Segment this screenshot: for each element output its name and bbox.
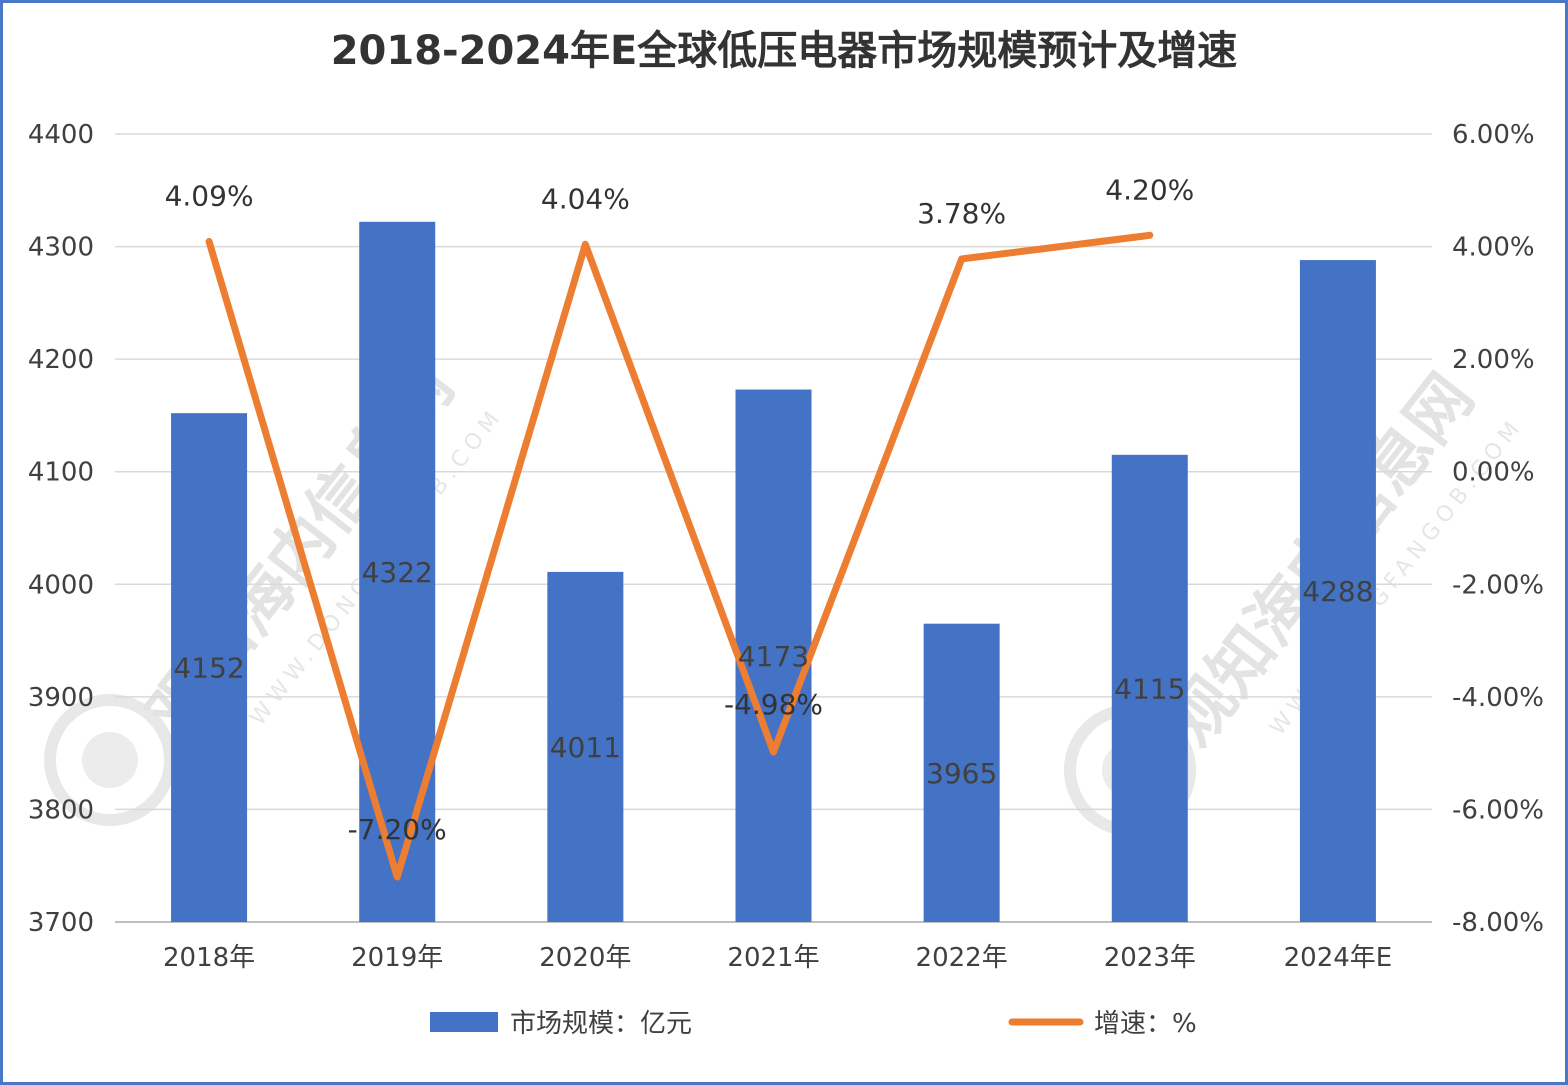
- bar-data-label: 4288: [1302, 575, 1373, 608]
- y-right-tick-label: 0.00%: [1452, 458, 1535, 488]
- x-tick-label: 2021年: [727, 943, 819, 973]
- bar-series: [171, 221, 1376, 923]
- bar: [1299, 260, 1376, 923]
- y-right-tick-label: -2.00%: [1452, 570, 1544, 600]
- y-right-tick-label: -6.00%: [1452, 795, 1544, 825]
- bar: [171, 413, 248, 922]
- y-left-tick-label: 4200: [28, 345, 94, 375]
- line-data-label: 4.09%: [165, 180, 254, 213]
- bar-data-labels: 4152 4322 4011 4173 3965 4115 4288: [173, 556, 1373, 790]
- watermark-left: 观知海内信息网 WWW.DONGFANGOB.COM: [44, 351, 509, 826]
- bar-data-label: 3965: [926, 757, 997, 790]
- y-right-tick-label: -8.00%: [1452, 908, 1544, 938]
- x-tick-label: 2023年: [1104, 943, 1196, 973]
- line-data-label: -4.98%: [724, 688, 823, 721]
- line-data-label: 4.04%: [541, 182, 630, 215]
- legend-swatch-bar: [430, 1012, 498, 1032]
- y-right-tick-label: -4.00%: [1452, 683, 1544, 713]
- bar-data-label: 4152: [173, 652, 244, 685]
- y-left-tick-label: 3800: [28, 795, 94, 825]
- watermark-logo-icon-inner: [82, 732, 138, 788]
- x-tick-label: 2022年: [916, 943, 1008, 973]
- bar-data-label: 4115: [1114, 672, 1185, 705]
- line-data-label: -7.20%: [348, 813, 447, 846]
- bar: [923, 623, 1000, 922]
- bar: [1111, 454, 1188, 922]
- y-left-tick-label: 3900: [28, 683, 94, 713]
- bar: [547, 571, 624, 922]
- bar: [735, 389, 812, 923]
- y-left-tick-label: 4400: [28, 120, 94, 150]
- line-series: [205, 231, 1154, 881]
- watermark-logo-icon: [44, 694, 176, 826]
- y-right-tick-label: 6.00%: [1452, 120, 1535, 150]
- bar: [359, 221, 436, 922]
- x-axis: 2018年 2019年 2020年 2021年 2022年 2023年 2024年E: [163, 943, 1392, 973]
- x-tick-label: 2020年: [539, 943, 631, 973]
- chart-title: 2018-2024年E全球低压电器市场规模预计及增速: [331, 28, 1238, 74]
- legend: 市场规模：亿元 增速：%: [430, 1009, 1197, 1039]
- line-data-label: 3.78%: [917, 197, 1006, 230]
- y-right-tick-label: 4.00%: [1452, 233, 1535, 263]
- y-left-tick-label: 3700: [28, 908, 94, 938]
- y-left-tick-label: 4100: [28, 458, 94, 488]
- y-left-tick-label: 4000: [28, 570, 94, 600]
- y-right-tick-label: 2.00%: [1452, 345, 1535, 375]
- y-left-tick-label: 4300: [28, 233, 94, 263]
- legend-label-bar: 市场规模：亿元: [510, 1009, 692, 1039]
- x-tick-label: 2019年: [351, 943, 443, 973]
- bar-data-label: 4011: [550, 731, 621, 764]
- x-tick-label: 2024年E: [1284, 943, 1393, 973]
- legend-label-line: 增速：%: [1094, 1009, 1197, 1039]
- bar-data-label: 4173: [738, 640, 809, 673]
- bar-data-label: 4322: [362, 556, 433, 589]
- line-data-label: 4.20%: [1105, 173, 1194, 206]
- y-axis-left: 4400 4300 4200 4100 4000 3900 3800 3700: [28, 120, 94, 938]
- x-tick-label: 2018年: [163, 943, 255, 973]
- y-axis-right: 6.00% 4.00% 2.00% 0.00% -2.00% -4.00% -6.00% -8…: [1452, 120, 1544, 938]
- line-data-labels: 4.09% -7.20% 4.04% -4.98% 3.78% 4.20%: [165, 173, 1195, 846]
- growth-line: [205, 231, 1154, 881]
